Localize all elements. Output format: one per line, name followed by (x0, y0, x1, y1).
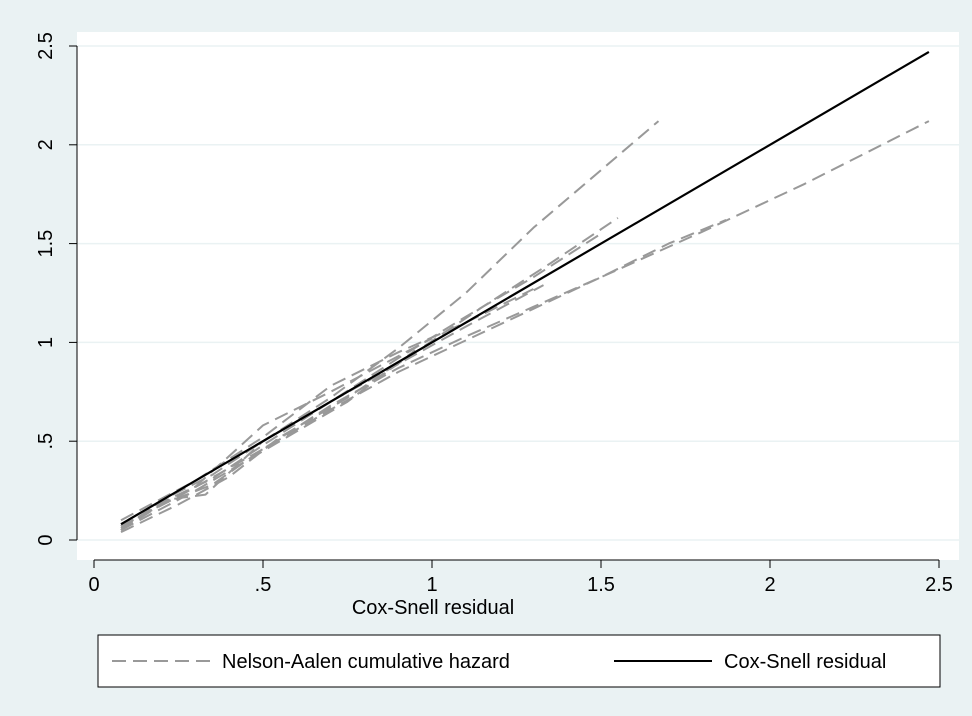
nelson-aalen-line-0 (120, 120, 660, 531)
legend-label-nelson-aalen: Nelson-Aalen cumulative hazard (222, 651, 510, 673)
y-tick-label-5: 2.5 (35, 32, 57, 60)
nelson-aalen-line-4 (120, 120, 930, 531)
y-tick-label-2: 1 (35, 337, 57, 348)
x-tick-label-3: 1.5 (587, 574, 615, 596)
axes: 0 .5 1 1.5 2 2.5 0 .5 1 1.5 2 2.5 (35, 32, 953, 596)
legend-label-cox-snell: Cox-Snell residual (724, 651, 886, 673)
y-tick-label-3: 1.5 (35, 230, 57, 258)
y-tick-label-1: .5 (35, 433, 57, 450)
series-lines (120, 50, 930, 534)
nelson-aalen-line-5 (120, 218, 727, 528)
nelson-aalen-line-7 (120, 337, 433, 528)
x-tick-label-5: 2.5 (925, 574, 953, 596)
y-tick-label-0: 0 (35, 534, 57, 545)
cox-snell-reference-line (120, 50, 930, 526)
legend-box (97, 634, 941, 688)
x-tick-label-4: 2 (764, 574, 775, 596)
x-axis-label: Cox-Snell residual (352, 597, 514, 619)
y-tick-label-4: 2 (35, 139, 57, 150)
nelson-aalen-line-1 (120, 217, 619, 534)
x-tick-label-2: 1 (426, 574, 437, 596)
x-tick-label-0: 0 (88, 574, 99, 596)
legend: Nelson-Aalen cumulative hazard Cox-Snell… (97, 634, 941, 688)
x-tick-label-1: .5 (255, 574, 272, 596)
